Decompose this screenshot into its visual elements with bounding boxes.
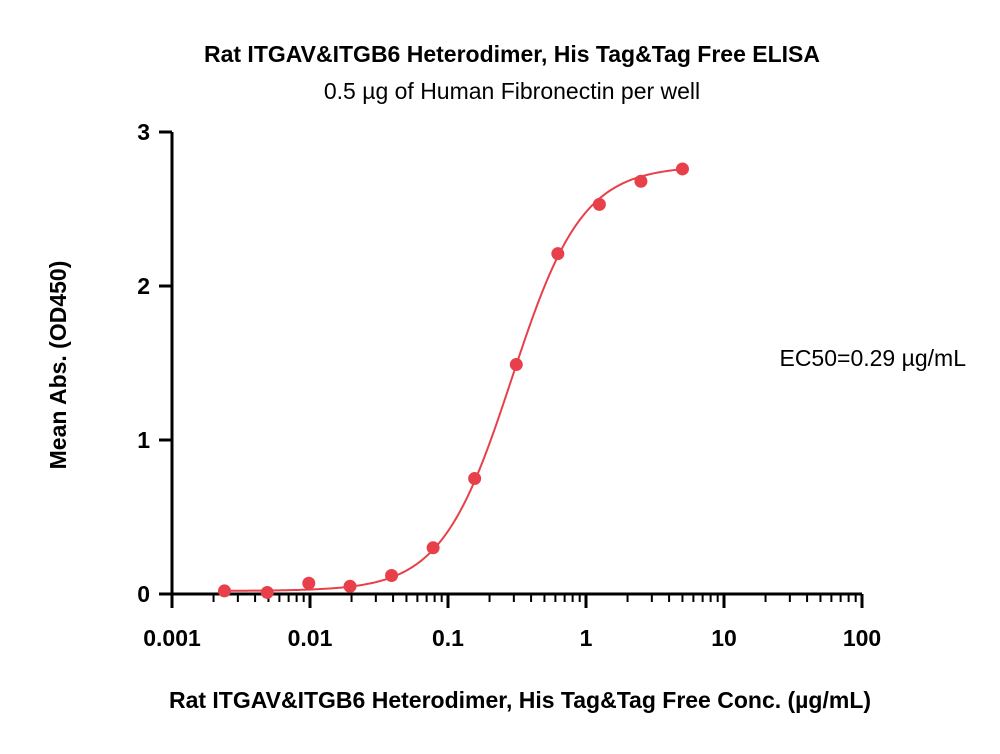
fit-curve — [224, 168, 683, 592]
x-axis-label: Rat ITGAV&ITGB6 Heterodimer, His Tag&Tag… — [169, 687, 871, 713]
data-points — [217, 162, 689, 599]
y-ticks: 0 1 2 3 — [137, 119, 172, 607]
x-tick-label: 0.01 — [288, 625, 333, 651]
y-tick-label: 0 — [137, 581, 150, 607]
data-point — [634, 174, 648, 188]
y-tick-label: 2 — [137, 273, 150, 299]
x-tick-label: 0.001 — [143, 625, 201, 651]
data-point — [675, 162, 689, 176]
data-point — [509, 358, 523, 372]
y-tick-label: 3 — [137, 119, 150, 145]
data-point — [385, 569, 399, 583]
data-point — [592, 197, 606, 211]
y-tick-label: 1 — [137, 427, 150, 453]
data-point — [217, 584, 231, 598]
data-point — [343, 579, 357, 593]
data-point — [551, 247, 565, 261]
data-point — [426, 541, 440, 555]
axes — [170, 132, 862, 596]
data-point — [302, 576, 316, 590]
x-tick-label: 10 — [711, 625, 737, 651]
chart-subtitle: 0.5 µg of Human Fibronectin per well — [324, 78, 700, 104]
y-axis-label: Mean Abs. (OD450) — [45, 261, 71, 470]
x-tick-label: 1 — [580, 625, 593, 651]
x-tick-label: 100 — [843, 625, 881, 651]
data-point — [468, 472, 482, 485]
fit-curve-group — [224, 168, 683, 592]
x-tick-label: 0.1 — [432, 625, 464, 651]
chart-title: Rat ITGAV&ITGB6 Heterodimer, His Tag&Tag… — [204, 41, 820, 67]
ec50-annotation: EC50=0.29 µg/mL — [779, 345, 966, 371]
x-ticks: 0.001 0.01 0.1 1 10 100 — [143, 594, 881, 651]
data-point — [260, 585, 274, 599]
